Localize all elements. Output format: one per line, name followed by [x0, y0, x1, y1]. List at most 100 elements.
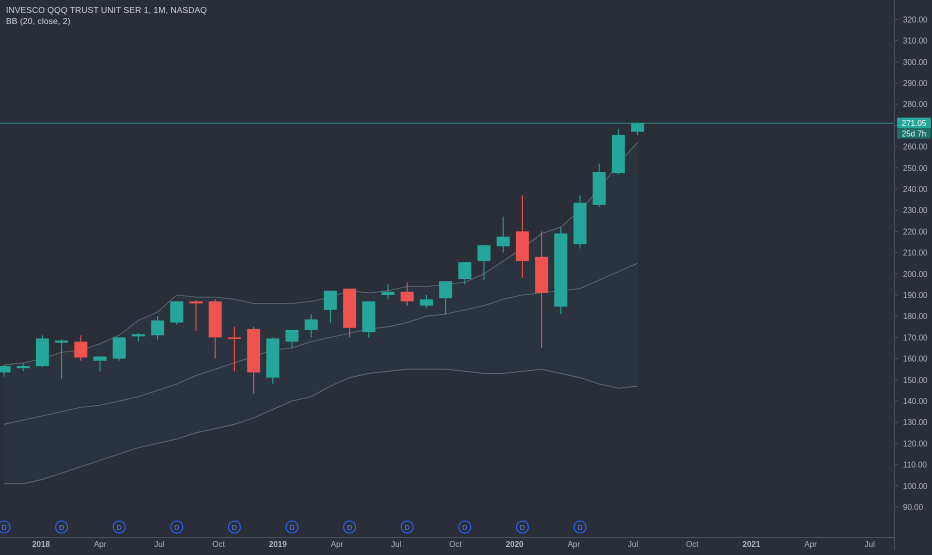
time-tick-label: Apr — [94, 540, 107, 549]
candle-2018-10[interactable] — [189, 300, 203, 332]
price-tick-label: 320.00 — [903, 15, 928, 24]
price-tick-label: 220.00 — [903, 227, 928, 236]
candle-body — [227, 337, 241, 339]
price-tick-label: 230.00 — [903, 206, 928, 215]
candle-2019-04[interactable] — [304, 314, 318, 338]
time-tick-label: 2021 — [743, 540, 761, 549]
candle-body — [554, 233, 568, 307]
countdown-box — [897, 128, 931, 139]
candle-body — [323, 290, 337, 310]
dividend-marker-2019-06[interactable]: D — [343, 520, 357, 534]
dividend-marker-2019-03[interactable]: D — [285, 520, 299, 534]
candle-body — [573, 202, 587, 245]
candle-2018-07[interactable] — [131, 333, 145, 342]
time-tick-label: Jul — [391, 540, 401, 549]
candle-2018-04[interactable] — [74, 335, 88, 361]
dividend-marker-2020-03[interactable]: D — [515, 520, 529, 534]
candle-2019-12[interactable] — [458, 262, 472, 285]
chart-legend[interactable]: INVESCO QQQ TRUST UNIT SER 1, 1M, NASDAQ… — [6, 5, 207, 27]
candle-2019-11[interactable] — [439, 281, 453, 315]
candle-2020-05[interactable] — [554, 227, 568, 315]
symbol-title[interactable]: INVESCO QQQ TRUST UNIT SER 1, 1M, NASDAQ — [6, 5, 207, 15]
candle-2020-02[interactable] — [496, 216, 510, 253]
price-tick-label: 180.00 — [903, 312, 928, 321]
candle-2018-06[interactable] — [112, 337, 126, 361]
candle-2018-09[interactable] — [170, 301, 184, 325]
price-tick-label: 150.00 — [903, 376, 928, 385]
dividend-circle — [170, 520, 184, 534]
bb-fill-area — [4, 142, 638, 484]
candle-2018-08[interactable] — [151, 316, 165, 340]
dividend-letter: D — [289, 525, 294, 532]
candle-2018-03[interactable] — [55, 339, 69, 379]
dividend-marker-2018-03[interactable]: D — [55, 520, 69, 534]
candle-body — [247, 328, 261, 373]
price-tick-label: 110.00 — [903, 461, 927, 470]
candle-2020-07[interactable] — [592, 163, 606, 208]
dividend-marker-2020-06[interactable]: D — [573, 520, 587, 534]
time-tick-label: Apr — [804, 540, 817, 549]
candle-body — [0, 366, 11, 373]
time-tick-label: Jul — [628, 540, 638, 549]
candle-2018-11[interactable] — [208, 299, 222, 359]
time-axis[interactable]: 2018 Apr Jul Oct 2019 Apr Jul Oct 2020 Apr Jul Oct 2… — [0, 537, 894, 550]
candle-2020-09[interactable] — [631, 122, 645, 135]
indicator-label[interactable]: BB (20, close, 2) — [6, 16, 71, 26]
bollinger-band-fill — [4, 142, 638, 484]
candle-2018-01[interactable] — [16, 362, 30, 372]
dividend-circle — [400, 520, 414, 534]
candle-body — [343, 288, 357, 328]
price-tick-label: 260.00 — [903, 143, 928, 152]
candle-body — [381, 291, 395, 295]
candle-body — [362, 301, 376, 333]
candle-2019-06[interactable] — [343, 288, 357, 338]
dividend-marker-2018-09[interactable]: D — [170, 520, 184, 534]
candle-2019-05[interactable] — [323, 290, 337, 323]
candle-body — [74, 341, 88, 358]
candle-2019-01[interactable] — [247, 326, 261, 394]
candle-2018-05[interactable] — [93, 356, 107, 372]
price-tag-box — [897, 117, 931, 129]
candle-2019-02[interactable] — [266, 337, 280, 385]
dividend-marker-2018-12[interactable]: D — [227, 520, 241, 534]
price-tick-label: 130.00 — [903, 418, 928, 427]
price-tick-label: 240.00 — [903, 185, 928, 194]
candle-body — [400, 291, 414, 302]
dividend-letter: D — [520, 525, 525, 532]
candle-body — [611, 134, 625, 174]
bollinger-bands — [3, 142, 638, 485]
price-tag: 271.05 25d 7h — [897, 117, 931, 139]
candle-body — [592, 172, 606, 205]
candle-2019-08[interactable] — [381, 284, 395, 300]
candle-2019-03[interactable] — [285, 329, 299, 348]
candlestick-series[interactable] — [0, 122, 645, 394]
candle-2017-12[interactable] — [0, 364, 11, 377]
dividend-letter: D — [232, 525, 237, 532]
candle-2020-03[interactable] — [515, 195, 529, 279]
candle-body — [266, 338, 280, 378]
candle-2019-09[interactable] — [400, 282, 414, 306]
dividend-circle — [573, 520, 587, 534]
price-axis[interactable]: 90.00 100.00 110.00 120.00 130.00 140.00 150.0… — [894, 0, 932, 550]
candle-2020-01[interactable] — [477, 245, 491, 281]
candle-2020-04[interactable] — [535, 231, 549, 348]
dividend-marker-2018-06[interactable]: D — [112, 520, 126, 534]
time-tick-label: Oct — [212, 540, 225, 549]
dividend-marker-2017-12[interactable]: D — [0, 520, 11, 534]
dividend-circle — [112, 520, 126, 534]
candle-2018-02[interactable] — [35, 335, 49, 368]
price-axis-bg — [894, 0, 932, 550]
dividend-marker-2019-12[interactable]: D — [458, 520, 472, 534]
candle-2018-12[interactable] — [227, 326, 241, 372]
dividend-circle — [227, 520, 241, 534]
dividend-marker-2019-09[interactable]: D — [400, 520, 414, 534]
candle-2019-07[interactable] — [362, 301, 376, 338]
candle-2019-10[interactable] — [419, 295, 433, 308]
candle-body — [35, 338, 49, 367]
countdown-value: 25d 7h — [902, 130, 926, 139]
candle-2020-08[interactable] — [611, 128, 625, 175]
candle-2020-06[interactable] — [573, 195, 587, 249]
